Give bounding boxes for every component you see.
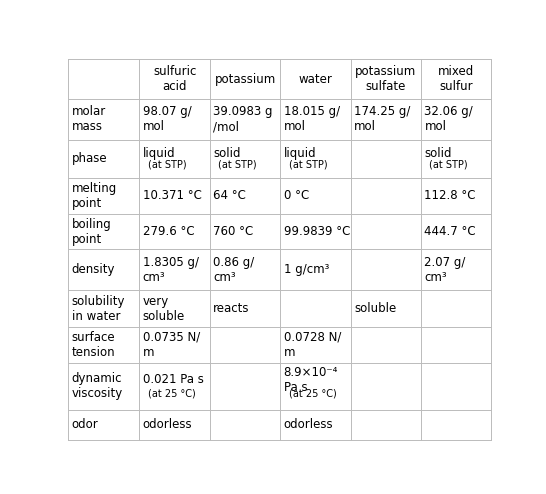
Text: (at STP): (at STP) <box>430 159 468 169</box>
Text: water: water <box>299 73 333 86</box>
Text: 112.8 °C: 112.8 °C <box>424 189 476 203</box>
Text: soluble: soluble <box>354 302 396 315</box>
Text: (at 25 °C): (at 25 °C) <box>289 388 336 398</box>
Text: phase: phase <box>72 152 107 165</box>
Text: 0.86 g/
cm³: 0.86 g/ cm³ <box>213 256 254 284</box>
Text: liquid: liquid <box>143 147 175 160</box>
Text: (at 25 °C): (at 25 °C) <box>148 388 195 398</box>
Text: 0.021 Pa s: 0.021 Pa s <box>143 373 204 386</box>
Text: 32.06 g/
mol: 32.06 g/ mol <box>424 106 473 133</box>
Text: 0 °C: 0 °C <box>283 189 309 203</box>
Text: solid: solid <box>424 147 452 160</box>
Text: surface
tension: surface tension <box>72 331 115 359</box>
Text: 64 °C: 64 °C <box>213 189 246 203</box>
Text: molar
mass: molar mass <box>72 106 106 133</box>
Text: (at STP): (at STP) <box>148 159 187 169</box>
Text: liquid: liquid <box>283 147 316 160</box>
Text: 1 g/cm³: 1 g/cm³ <box>283 263 329 277</box>
Text: odorless: odorless <box>143 418 193 431</box>
Text: 0.0735 N/
m: 0.0735 N/ m <box>143 331 200 359</box>
Text: potassium: potassium <box>215 73 276 86</box>
Text: density: density <box>72 263 115 277</box>
Text: 2.07 g/
cm³: 2.07 g/ cm³ <box>424 256 466 284</box>
Text: sulfuric
acid: sulfuric acid <box>153 65 197 93</box>
Text: 98.07 g/
mol: 98.07 g/ mol <box>143 106 192 133</box>
Text: 18.015 g/
mol: 18.015 g/ mol <box>283 106 340 133</box>
Text: 99.9839 °C: 99.9839 °C <box>283 225 350 238</box>
Text: 174.25 g/
mol: 174.25 g/ mol <box>354 106 411 133</box>
Text: boiling
point: boiling point <box>72 217 111 246</box>
Text: 8.9×10⁻⁴
Pa s: 8.9×10⁻⁴ Pa s <box>283 366 338 394</box>
Text: solid: solid <box>213 147 241 160</box>
Text: 279.6 °C: 279.6 °C <box>143 225 194 238</box>
Text: 39.0983 g
/mol: 39.0983 g /mol <box>213 106 273 133</box>
Text: very
soluble: very soluble <box>143 294 185 323</box>
Text: (at STP): (at STP) <box>289 159 328 169</box>
Text: potassium
sulfate: potassium sulfate <box>355 65 417 93</box>
Text: reacts: reacts <box>213 302 250 315</box>
Text: 0.0728 N/
m: 0.0728 N/ m <box>283 331 341 359</box>
Text: (at STP): (at STP) <box>218 159 257 169</box>
Text: odorless: odorless <box>283 418 333 431</box>
Text: 10.371 °C: 10.371 °C <box>143 189 201 203</box>
Text: mixed
sulfur: mixed sulfur <box>438 65 474 93</box>
Text: 1.8305 g/
cm³: 1.8305 g/ cm³ <box>143 256 199 284</box>
Text: dynamic
viscosity: dynamic viscosity <box>72 372 123 401</box>
Text: 760 °C: 760 °C <box>213 225 253 238</box>
Text: melting
point: melting point <box>72 182 117 210</box>
Text: odor: odor <box>72 418 98 431</box>
Text: 444.7 °C: 444.7 °C <box>424 225 476 238</box>
Text: solubility
in water: solubility in water <box>72 294 125 323</box>
